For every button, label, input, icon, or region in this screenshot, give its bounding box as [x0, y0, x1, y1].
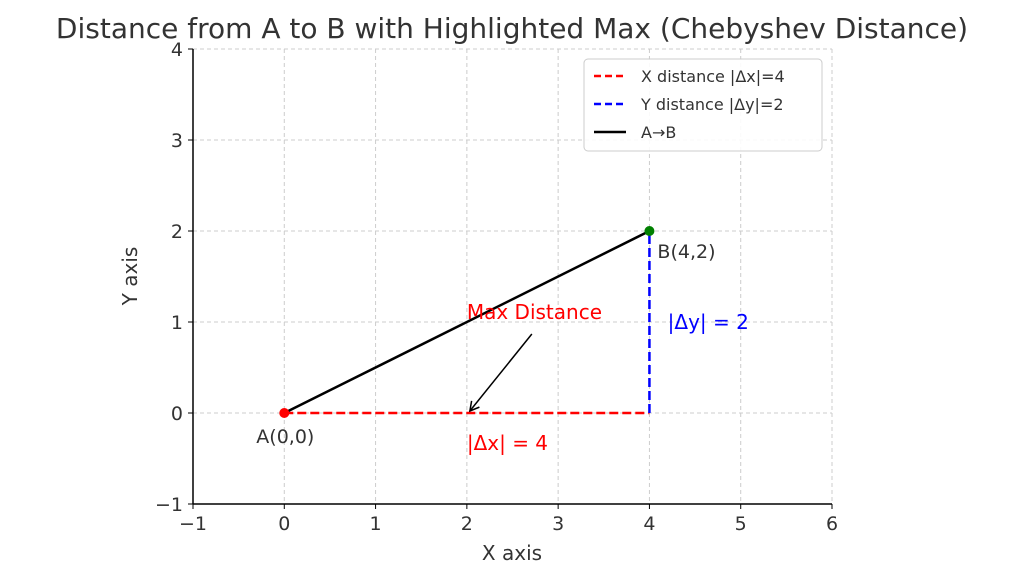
- series-line: [283, 229, 650, 415]
- point-marker: [279, 408, 290, 418]
- y-tick-label: −1: [155, 494, 183, 516]
- legend-box: [583, 58, 823, 152]
- x-tick-label: 1: [370, 513, 382, 535]
- x-axis-label: X axis: [482, 541, 542, 565]
- ticks: −1 0 1 2 3 4 5 6 −1 0 1 2 3 4: [155, 39, 838, 535]
- point-label: A(0,0): [256, 426, 314, 448]
- annotation-arrow: [468, 333, 533, 413]
- series-group: [283, 229, 651, 415]
- y-tick-label: 2: [171, 221, 183, 243]
- axes: [192, 49, 832, 505]
- x-tick-label: 6: [826, 513, 838, 535]
- x-tick-label: 4: [643, 513, 655, 535]
- legend-label: Y distance |Δy|=2: [640, 95, 784, 114]
- x-tick-label: 0: [278, 513, 290, 535]
- legend: X distance |Δx|=4 Y distance |Δy|=2 A→B: [583, 58, 823, 152]
- y-tick-label: 3: [171, 130, 183, 152]
- x-tick-label: −1: [179, 513, 207, 535]
- legend-label: X distance |Δx|=4: [641, 67, 785, 86]
- point-marker: [644, 226, 655, 236]
- x-tick-label: 5: [735, 513, 747, 535]
- annotations: |Δx| = 4 |Δy| = 2 Max Distance: [467, 300, 749, 455]
- y-tick-label: 0: [171, 403, 183, 425]
- point-label: B(4,2): [657, 241, 715, 263]
- points: A(0,0) B(4,2): [256, 226, 716, 448]
- x-tick-label: 3: [552, 513, 564, 535]
- annotation-label: |Δx| = 4: [467, 431, 548, 455]
- annotation-max-distance: Max Distance: [467, 300, 602, 324]
- annotation-label: |Δy| = 2: [668, 310, 749, 334]
- legend-label: A→B: [641, 123, 676, 142]
- x-tick-label: 2: [461, 513, 473, 535]
- y-axis-label: Y axis: [118, 247, 142, 307]
- y-tick-label: 1: [171, 312, 183, 334]
- chart-title: Distance from A to B with Highlighted Ma…: [56, 12, 968, 45]
- y-tick-label: 4: [171, 39, 183, 61]
